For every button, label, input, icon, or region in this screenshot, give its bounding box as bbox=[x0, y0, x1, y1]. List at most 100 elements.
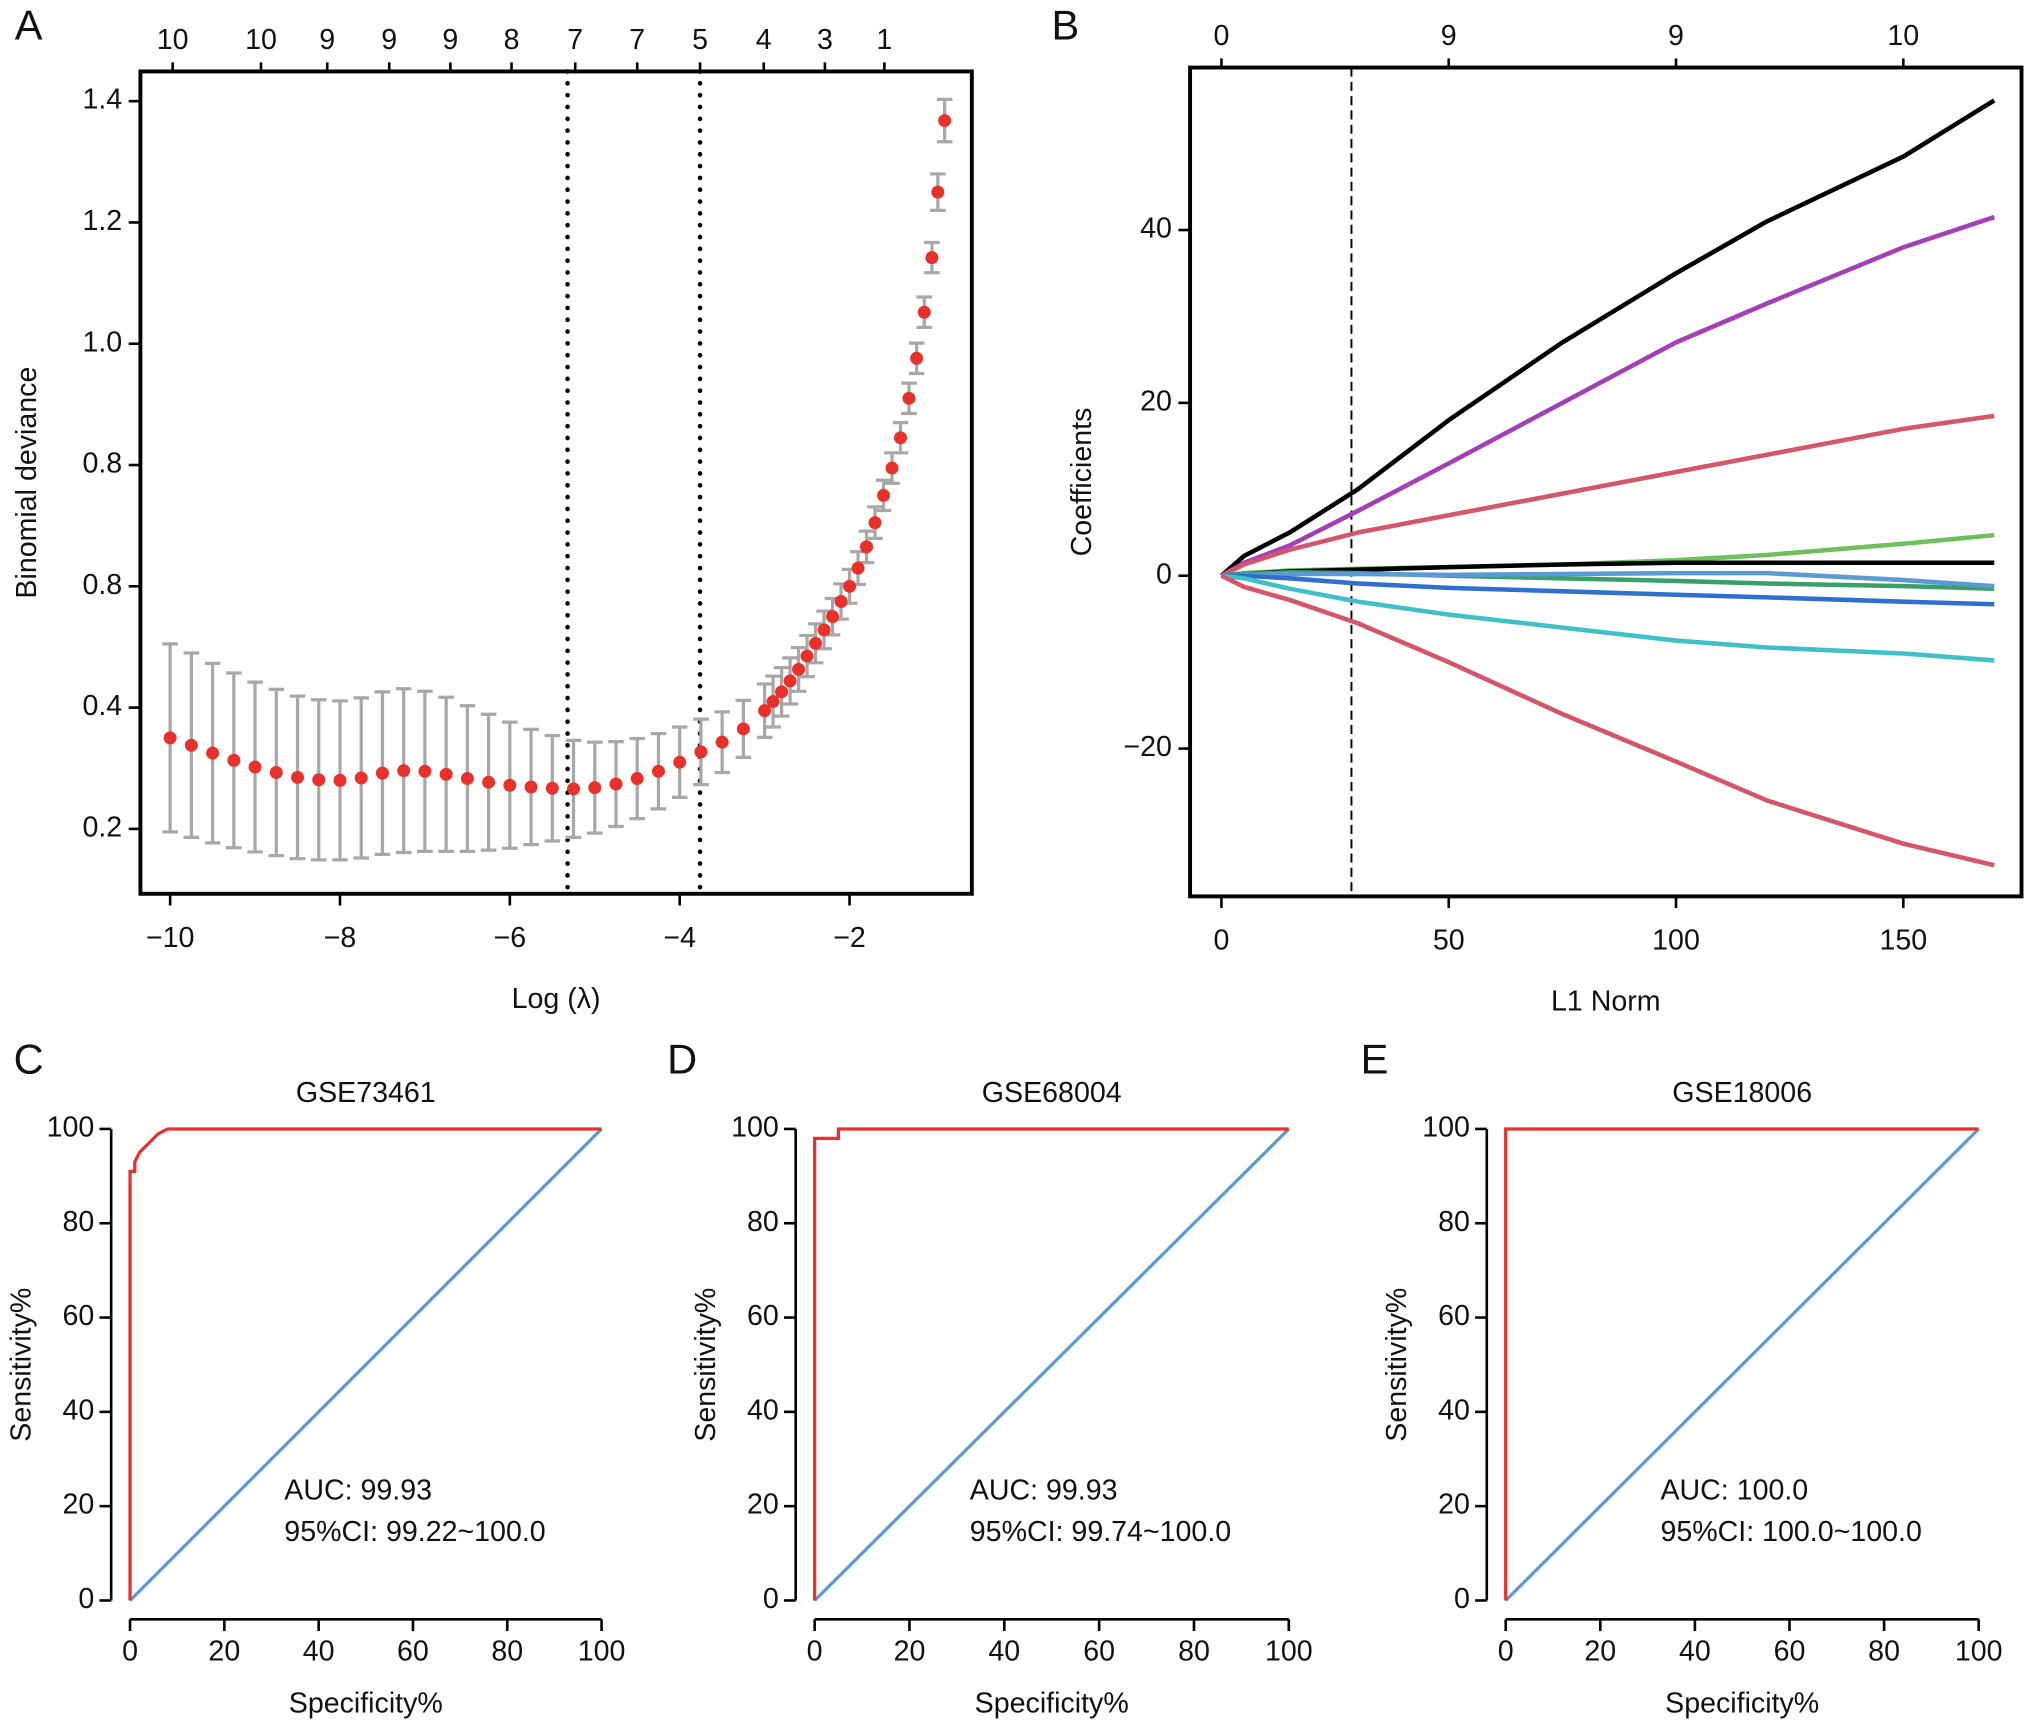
y-tick-label: 0 bbox=[78, 1583, 94, 1615]
x-tick-label: 20 bbox=[1584, 1636, 1616, 1668]
x-tick-label: 80 bbox=[1868, 1636, 1900, 1668]
point bbox=[545, 781, 559, 795]
point bbox=[184, 738, 198, 752]
y-tick-label: −20 bbox=[1123, 731, 1171, 763]
point bbox=[860, 540, 874, 554]
x-tick-label: 100 bbox=[578, 1636, 626, 1668]
point bbox=[333, 773, 347, 787]
x-tick-label: 40 bbox=[988, 1636, 1020, 1668]
point bbox=[291, 770, 305, 784]
x-tick-label: −6 bbox=[494, 922, 527, 954]
point bbox=[877, 488, 891, 502]
panel-letter: B bbox=[1051, 2, 1079, 49]
point bbox=[938, 114, 952, 128]
point bbox=[418, 764, 432, 778]
annotation: 95%CI: 99.74~100.0 bbox=[970, 1516, 1231, 1548]
y-tick-label: 0.8 bbox=[82, 448, 122, 480]
point bbox=[885, 461, 899, 475]
point bbox=[163, 731, 177, 745]
y-tick-label: 1.0 bbox=[82, 326, 122, 358]
y-tick-label: 80 bbox=[62, 1206, 94, 1238]
y-tick-label: 80 bbox=[747, 1206, 779, 1238]
y-tick-label: 20 bbox=[1140, 385, 1172, 417]
x2-tick-label: 5 bbox=[692, 24, 708, 56]
point bbox=[766, 695, 780, 709]
panel: E GSE18006 0 20 40 60 80 100 0 20 40 60 80 100 Specifi… bbox=[1361, 1036, 2003, 1720]
y-tick-label: 60 bbox=[62, 1300, 94, 1332]
x2-tick-label: 1 bbox=[876, 24, 892, 56]
x2-tick-label: 4 bbox=[756, 24, 772, 56]
point bbox=[206, 746, 220, 760]
point bbox=[931, 185, 945, 199]
y-tick-label: 0 bbox=[763, 1583, 779, 1615]
y-tick-label: 20 bbox=[747, 1489, 779, 1521]
y-tick-label: 40 bbox=[62, 1394, 94, 1426]
point bbox=[227, 753, 241, 767]
y-tick-label: 1.4 bbox=[82, 84, 122, 116]
point bbox=[736, 722, 750, 736]
x-tick-label: 0 bbox=[1498, 1636, 1514, 1668]
x2-tick-label: 9 bbox=[1441, 20, 1457, 52]
y-tick-label: 0.4 bbox=[82, 690, 122, 722]
point bbox=[397, 764, 411, 778]
x-tick-label: 20 bbox=[894, 1636, 926, 1668]
point bbox=[567, 782, 581, 796]
panel-letter: C bbox=[14, 1036, 44, 1083]
y-tick-label: 100 bbox=[731, 1111, 779, 1143]
roc-line bbox=[128, 1127, 602, 1601]
series-line bbox=[1221, 573, 1995, 663]
x-tick-label: 50 bbox=[1433, 924, 1465, 956]
point bbox=[503, 778, 517, 792]
panel: D GSE68004 0 20 40 60 80 100 0 20 40 60 80 100 Specifi… bbox=[667, 1036, 1313, 1720]
point bbox=[524, 780, 538, 794]
panel: B 0 50 100 150 −20 0 20 40 0 9 9 10 L1 Norm Coefficien… bbox=[1051, 2, 2024, 1017]
y-tick-label: 100 bbox=[47, 1111, 95, 1143]
roc-line bbox=[1504, 1127, 1980, 1602]
point bbox=[925, 251, 939, 265]
x2-tick-label: 7 bbox=[629, 24, 645, 56]
y-tick-label: 1.2 bbox=[82, 205, 122, 237]
point bbox=[460, 772, 474, 786]
x-tick-label: 20 bbox=[208, 1636, 240, 1668]
x-tick-label: 40 bbox=[1679, 1636, 1711, 1668]
point bbox=[312, 773, 326, 787]
panel: A −10 −8 −6 −4 −2 0.2 0.4 0.8 0.8 1.0 1.2 1.4 10 10 9 9 9… bbox=[11, 2, 974, 1015]
x2-tick-label: 9 bbox=[1668, 20, 1684, 52]
x-tick-label: 100 bbox=[1955, 1636, 2003, 1668]
plot-frame bbox=[138, 69, 974, 896]
y-tick-label: 0.2 bbox=[82, 811, 122, 843]
x-tick-label: 0 bbox=[807, 1636, 823, 1668]
x2-tick-label: 9 bbox=[319, 24, 335, 56]
panel: C GSE73461 0 20 40 60 80 100 0 20 40 60 80 100 Specifi… bbox=[5, 1036, 625, 1720]
y-axis-label: Binomial deviance bbox=[11, 367, 43, 599]
y-tick-label: 20 bbox=[1438, 1489, 1470, 1521]
point bbox=[354, 771, 368, 785]
x2-tick-label: 0 bbox=[1213, 20, 1229, 52]
y-tick-label: 40 bbox=[1438, 1394, 1470, 1426]
y-tick-label: 40 bbox=[1140, 213, 1172, 245]
panel-letter: E bbox=[1361, 1036, 1389, 1083]
point bbox=[651, 764, 665, 778]
roc-line bbox=[1504, 1127, 1979, 1601]
point bbox=[439, 767, 453, 781]
x2-tick-label: 8 bbox=[504, 24, 520, 56]
x-tick-label: 100 bbox=[1652, 924, 1700, 956]
x2-tick-label: 9 bbox=[442, 24, 458, 56]
y-tick-label: 60 bbox=[747, 1300, 779, 1332]
point bbox=[715, 735, 729, 749]
series-line bbox=[1221, 573, 1995, 607]
annotation: AUC: 100.0 bbox=[1660, 1475, 1808, 1507]
x-axis-label: Specificity% bbox=[975, 1688, 1129, 1720]
chart-title: GSE68004 bbox=[982, 1077, 1122, 1109]
point bbox=[609, 777, 623, 791]
x-tick-label: 0 bbox=[1213, 924, 1229, 956]
point bbox=[910, 351, 924, 365]
point bbox=[673, 755, 687, 769]
point bbox=[694, 745, 708, 759]
annotation: AUC: 99.93 bbox=[970, 1475, 1118, 1507]
y-tick-label: 40 bbox=[747, 1394, 779, 1426]
y-axis-label: Sensitivity% bbox=[690, 1288, 722, 1442]
point bbox=[792, 662, 806, 676]
point bbox=[800, 649, 814, 663]
point bbox=[817, 623, 831, 637]
